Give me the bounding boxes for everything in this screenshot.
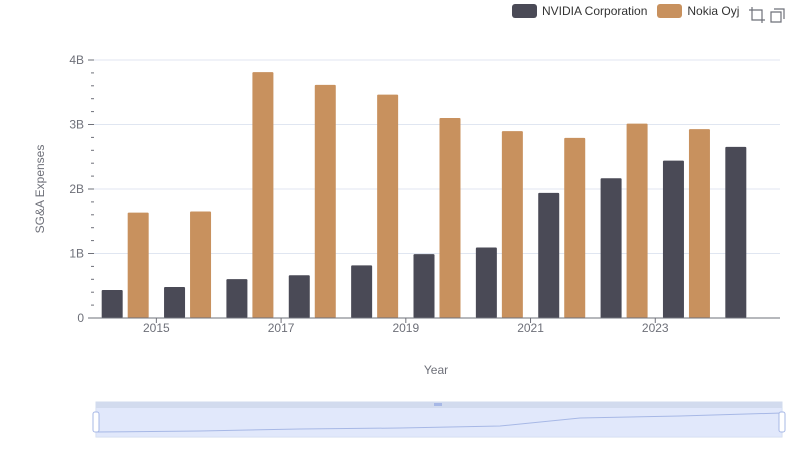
y-tick-label: 3B [69, 118, 84, 132]
datazoom-handle-right[interactable] [778, 411, 786, 433]
x-tick-label: 2015 [143, 321, 170, 335]
x-tick-label: 2021 [517, 321, 544, 335]
bar-nokia-2016[interactable] [252, 72, 274, 318]
y-tick-label: 2B [69, 182, 84, 196]
bar-nvidia-2020[interactable] [475, 247, 497, 318]
bar-nvidia-2018[interactable] [351, 265, 373, 318]
datazoom-handle-left[interactable] [92, 411, 100, 433]
bar-nvidia-2024[interactable] [725, 146, 747, 318]
datazoom-slider[interactable] [92, 401, 786, 438]
x-axis-title: Year [423, 363, 449, 377]
x-tick-label: 2019 [392, 321, 419, 335]
bar-nvidia-2016[interactable] [226, 279, 248, 318]
bar-nokia-2022[interactable] [626, 123, 648, 318]
datazoom-preview-line [95, 412, 783, 433]
bar-nokia-2023[interactable] [688, 129, 710, 318]
bar-nokia-2017[interactable] [314, 84, 336, 319]
y-minor-ticks [88, 59, 94, 319]
legend-label-nokia: Nokia Oyj [687, 4, 740, 18]
bar-nvidia-2014[interactable] [101, 289, 123, 318]
legend-label-nvidia: NVIDIA Corporation [542, 4, 648, 18]
bar-nvidia-2022[interactable] [600, 178, 622, 318]
bar-nokia-2014[interactable] [127, 212, 149, 318]
legend-swatch-nvidia [512, 4, 537, 18]
bar-nvidia-2019[interactable] [413, 254, 435, 318]
bars [101, 72, 747, 319]
y-axis-title: SG&A Expenses [33, 144, 47, 234]
zoom-icon[interactable] [748, 6, 766, 24]
x-tick-label: 2023 [642, 321, 669, 335]
bar-nokia-2019[interactable] [439, 117, 461, 318]
datazoom-move-handle[interactable] [434, 403, 442, 406]
legend-swatch-nokia [657, 4, 683, 18]
bar-nvidia-2017[interactable] [288, 275, 310, 318]
legend: NVIDIA Corporation Nokia Oyj [512, 4, 749, 18]
bar-nvidia-2021[interactable] [538, 192, 560, 318]
toolbox [746, 6, 786, 24]
bar-nokia-2015[interactable] [190, 211, 212, 318]
bar-nokia-2020[interactable] [501, 131, 523, 318]
legend-item-nvidia[interactable]: NVIDIA Corporation [512, 4, 647, 18]
bar-nokia-2021[interactable] [564, 137, 586, 318]
bar-nvidia-2023[interactable] [662, 160, 684, 318]
bar-nvidia-2015[interactable] [164, 287, 186, 318]
zoom-reset-icon[interactable] [768, 6, 786, 24]
bar-nokia-2018[interactable] [377, 94, 399, 318]
y-tick-label: 0 [77, 311, 84, 325]
legend-item-nokia[interactable]: Nokia Oyj [657, 4, 739, 18]
y-tick-label: 1B [69, 247, 84, 261]
datazoom-selected-range[interactable] [96, 407, 782, 437]
y-axis-ticks: 0 1B 2B 3B 4B [69, 53, 84, 325]
x-tick-label: 2017 [268, 321, 295, 335]
y-tick-label: 4B [69, 53, 84, 67]
x-axis-ticks: 2015 2017 2019 2021 2023 [143, 318, 669, 335]
